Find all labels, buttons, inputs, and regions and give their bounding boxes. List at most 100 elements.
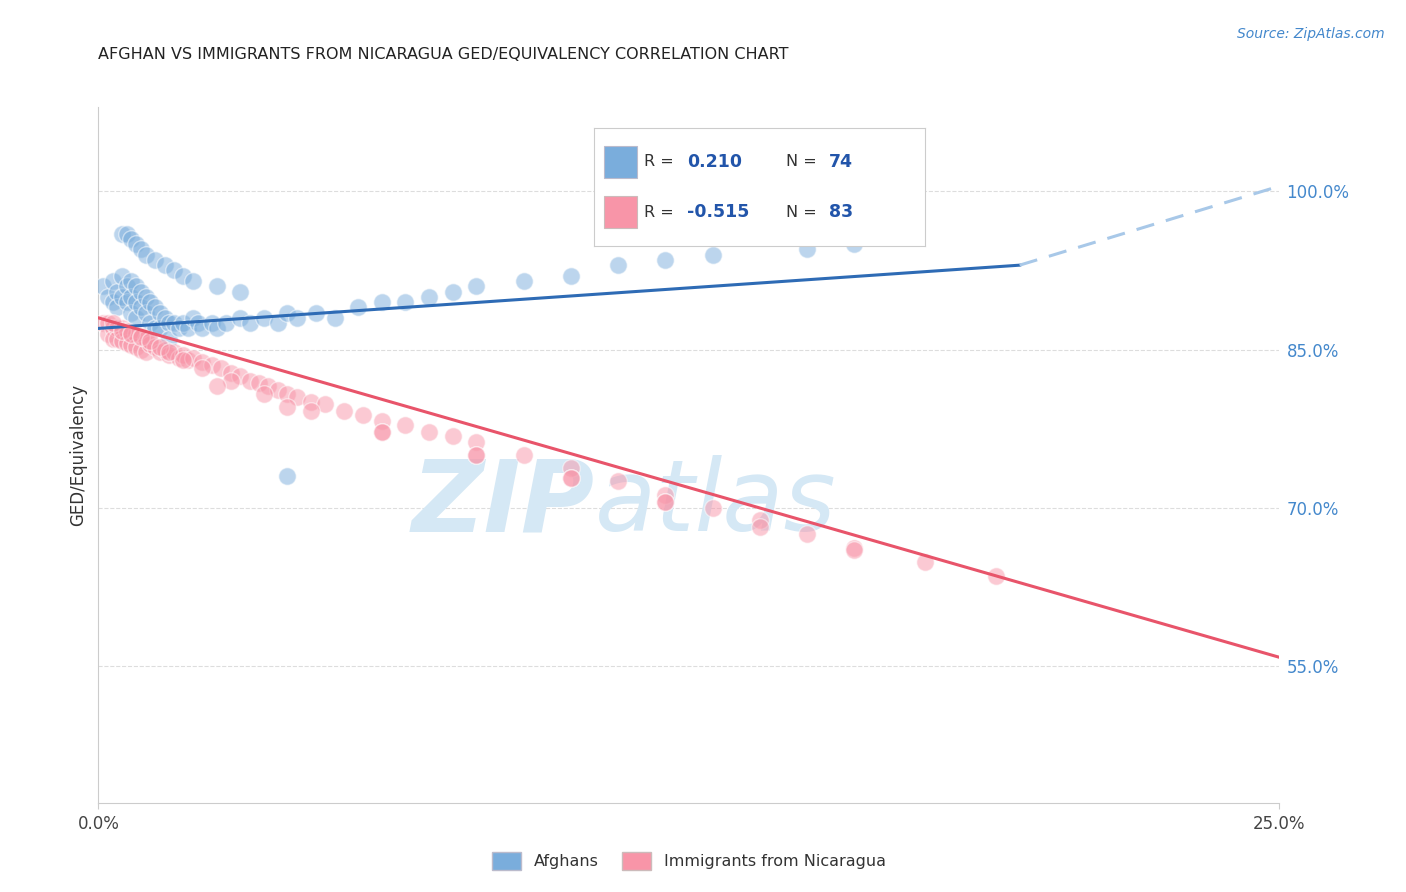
Point <box>129 243 152 257</box>
Point <box>97 316 120 330</box>
Point <box>177 321 200 335</box>
Point <box>267 383 290 397</box>
Point <box>111 321 134 335</box>
Point <box>205 379 228 393</box>
Point <box>219 366 242 380</box>
Point <box>143 340 166 354</box>
Point <box>105 321 128 335</box>
Point <box>418 425 440 439</box>
Point <box>560 471 582 485</box>
Point <box>135 290 157 304</box>
Point <box>115 295 138 310</box>
Point <box>101 316 124 330</box>
Point <box>135 344 157 359</box>
Point <box>121 232 143 246</box>
Point <box>205 321 228 335</box>
Point <box>172 316 194 330</box>
Point <box>111 227 134 241</box>
Point <box>229 368 252 383</box>
Point <box>418 290 440 304</box>
Point <box>702 500 724 515</box>
Point <box>111 290 134 304</box>
Point <box>276 386 298 401</box>
Point <box>125 310 148 325</box>
Point <box>748 519 770 533</box>
Point <box>121 290 143 304</box>
Point <box>101 332 124 346</box>
Point <box>914 556 936 570</box>
Point <box>111 324 134 338</box>
Point <box>115 336 138 351</box>
Point <box>91 279 114 293</box>
Point <box>181 310 204 325</box>
Point <box>181 351 204 365</box>
Point <box>607 258 630 272</box>
Text: ZIP: ZIP <box>412 455 595 552</box>
Point <box>163 263 186 277</box>
Text: Source: ZipAtlas.com: Source: ZipAtlas.com <box>1237 27 1385 41</box>
Point <box>441 429 464 443</box>
Point <box>121 305 143 319</box>
Point <box>149 305 172 319</box>
Text: AFGHAN VS IMMIGRANTS FROM NICARAGUA GED/EQUIVALENCY CORRELATION CHART: AFGHAN VS IMMIGRANTS FROM NICARAGUA GED/… <box>98 47 789 62</box>
Point <box>191 361 214 376</box>
Point <box>115 227 138 241</box>
Point <box>105 332 128 346</box>
Point <box>149 321 172 335</box>
Point <box>239 374 262 388</box>
Point <box>172 268 194 283</box>
Point <box>209 361 232 376</box>
Point <box>239 316 262 330</box>
Point <box>299 395 322 409</box>
Point <box>299 403 322 417</box>
Point <box>267 316 290 330</box>
Point <box>796 243 818 257</box>
Point <box>149 340 172 354</box>
Point <box>191 321 214 335</box>
Point <box>465 448 488 462</box>
Point <box>748 513 770 527</box>
Point <box>101 295 124 310</box>
Point <box>121 274 143 288</box>
Point <box>163 344 186 359</box>
Point <box>560 268 582 283</box>
Point <box>984 569 1007 583</box>
Point <box>135 247 157 261</box>
Point <box>394 295 416 310</box>
Point <box>172 348 194 362</box>
Point <box>305 305 328 319</box>
Point <box>143 301 166 315</box>
Point <box>97 290 120 304</box>
Point <box>105 285 128 299</box>
Point <box>441 285 464 299</box>
Point <box>157 316 180 330</box>
Point <box>796 527 818 541</box>
Point <box>607 475 630 489</box>
Point <box>139 295 162 310</box>
Point <box>191 355 214 369</box>
Point <box>219 374 242 388</box>
Point <box>91 316 114 330</box>
Text: atlas: atlas <box>595 455 837 552</box>
Point <box>143 252 166 267</box>
Legend: Afghans, Immigrants from Nicaragua: Afghans, Immigrants from Nicaragua <box>484 844 894 879</box>
Point <box>285 310 308 325</box>
Point <box>153 258 176 272</box>
Point <box>105 301 128 315</box>
Point <box>172 353 194 368</box>
Point <box>333 403 356 417</box>
Point <box>844 542 866 557</box>
Point <box>139 316 162 330</box>
Point <box>177 353 200 368</box>
Point <box>139 337 162 351</box>
Point <box>512 274 534 288</box>
Point <box>229 285 252 299</box>
Y-axis label: GED/Equivalency: GED/Equivalency <box>69 384 87 526</box>
Point <box>129 330 152 344</box>
Point <box>101 321 124 335</box>
Point <box>201 316 224 330</box>
Point <box>157 332 180 346</box>
Point <box>163 316 186 330</box>
Point <box>139 334 162 348</box>
Point <box>465 448 488 462</box>
